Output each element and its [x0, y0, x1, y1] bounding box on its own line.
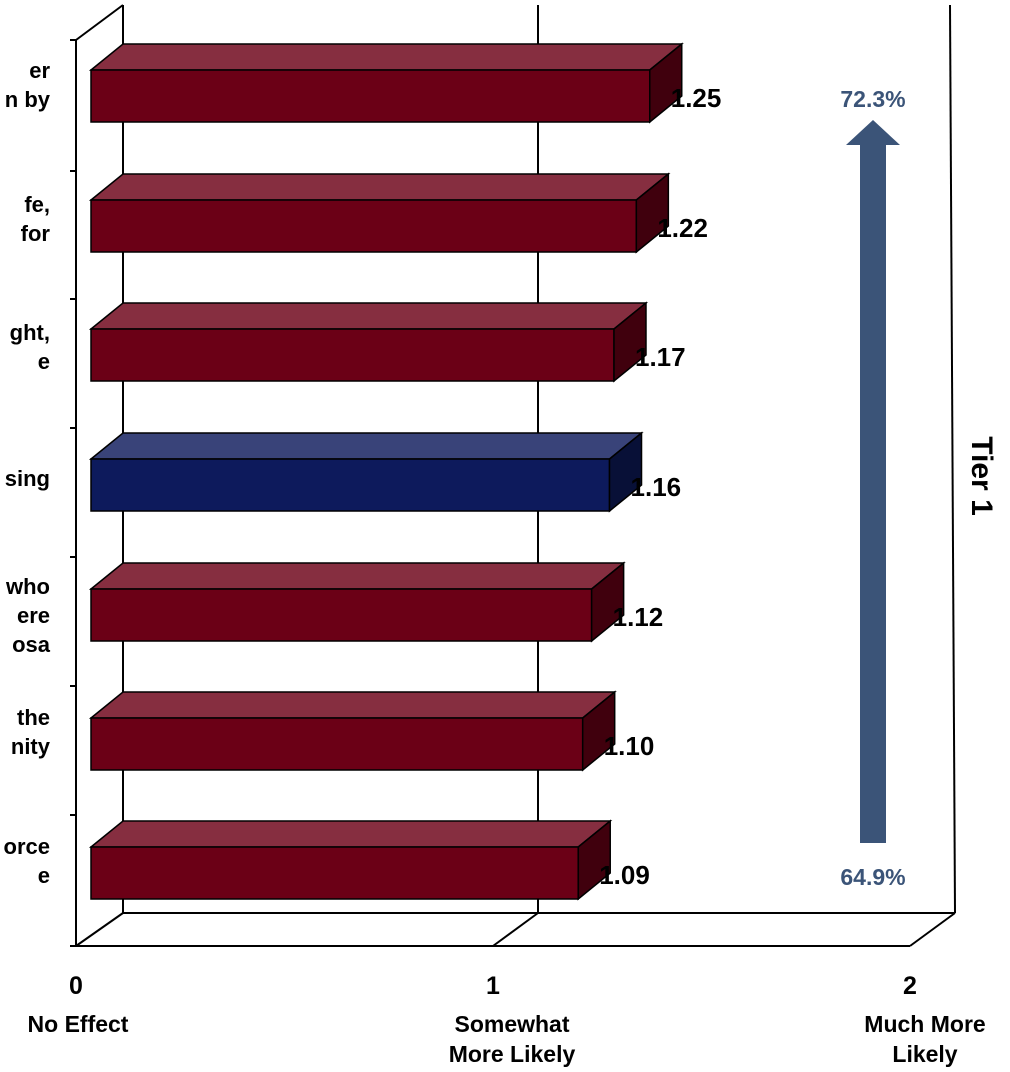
left-wall-top-edge [75, 4, 124, 41]
x-tick-caption-0: No Effect [28, 1011, 129, 1037]
trend-arrow-group: 72.3% 64.9% [840, 86, 905, 890]
bar-top-face-5 [88, 691, 617, 719]
bar-top-face-2 [88, 302, 649, 330]
up-arrow-icon [846, 120, 900, 843]
bar-top-face-0 [88, 43, 684, 71]
bar-6: 1.09 [88, 819, 650, 901]
bar-1: 1.22 [88, 172, 708, 254]
bar-front-face-1 [90, 199, 638, 253]
x-tick-caption-1: Somewhat More Likely [449, 1011, 576, 1067]
category-label-0: er n by [5, 58, 51, 112]
value-label-5: 1.10 [604, 731, 655, 761]
floor-left-edge [75, 912, 124, 947]
arrow-bottom-label: 64.9% [840, 864, 905, 890]
category-label-1: fe, for [15, 192, 51, 246]
value-label-1: 1.22 [657, 213, 708, 243]
x-tick-number-0: 0 [69, 972, 83, 1000]
bar-side-face-6 [577, 819, 611, 901]
bars-group: 1.25 1.22 1.17 1.16 1.12 1.10 1.09 [88, 42, 722, 901]
axis-ticks: 0 No Effect 1 Somewhat More Likely 2 Much More… [28, 972, 986, 1067]
bar-side-face-2 [613, 301, 647, 383]
value-label-4: 1.12 [613, 602, 664, 632]
bar-4: 1.12 [88, 561, 664, 643]
value-label-0: 1.25 [671, 83, 722, 113]
bar-top-face-3 [88, 432, 644, 460]
bar-top-face-4 [88, 562, 626, 590]
x-tick-number-2: 2 [903, 972, 917, 1000]
value-label-2: 1.17 [635, 342, 686, 372]
bar-3: 1.16 [88, 431, 682, 513]
bar-side-face-1 [635, 172, 670, 254]
category-labels: er n by fe, for ght, e sing who ere osa the nity o… [4, 58, 51, 888]
category-label-5: the nity [11, 705, 51, 759]
bar-front-face-2 [90, 328, 615, 382]
value-label-6: 1.09 [599, 860, 650, 890]
category-label-4: who ere osa [5, 574, 51, 657]
bar-side-face-3 [608, 431, 643, 513]
bar-0: 1.25 [88, 42, 722, 124]
bar-front-face-4 [90, 588, 593, 642]
bar-front-face-0 [90, 69, 651, 123]
category-label-2: ght, e [10, 320, 50, 374]
bar-front-face-6 [90, 846, 579, 900]
bar-side-face-0 [649, 42, 683, 124]
value-label-3: 1.16 [631, 472, 682, 502]
floor-right-edge [909, 912, 956, 947]
x-tick-caption-2: Much More Likely [864, 1011, 985, 1067]
bar-top-face-6 [88, 820, 613, 848]
tier-label: Tier 1 [965, 436, 998, 516]
bar-2: 1.17 [88, 301, 686, 383]
bar-side-face-5 [581, 690, 616, 772]
bar-5: 1.10 [88, 690, 655, 772]
x-tick-number-1: 1 [486, 972, 500, 1000]
gridline-floor-1 [492, 912, 539, 947]
bar-front-face-3 [90, 458, 611, 512]
bar-front-face-5 [90, 717, 584, 771]
bar-side-face-4 [590, 561, 625, 643]
bar-top-face-1 [88, 173, 671, 201]
category-label-3: sing [5, 466, 50, 491]
category-label-6: orce e [4, 834, 50, 888]
arrow-top-label: 72.3% [840, 86, 905, 112]
back-wall-right-edge [949, 4, 956, 914]
